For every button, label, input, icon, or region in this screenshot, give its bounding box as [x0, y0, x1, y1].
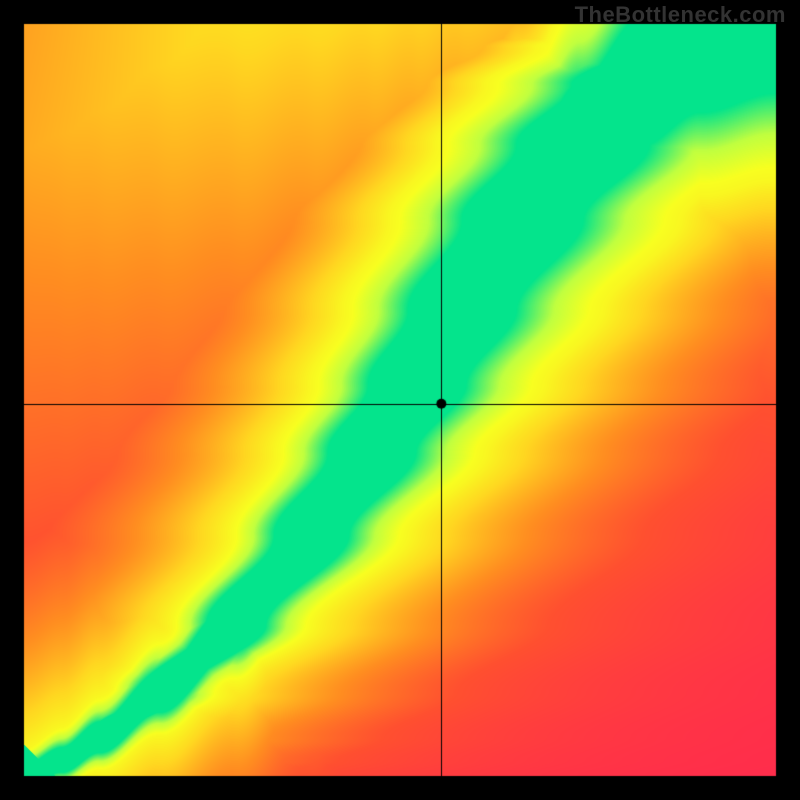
bottleneck-heatmap — [0, 0, 800, 800]
watermark-text: TheBottleneck.com — [575, 2, 786, 28]
